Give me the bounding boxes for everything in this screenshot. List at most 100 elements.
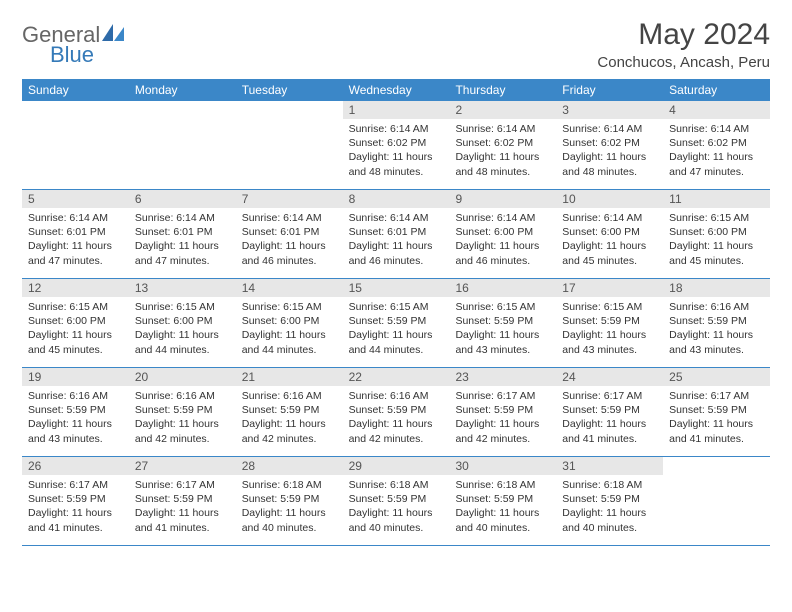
- sunset-text: Sunset: 6:02 PM: [455, 136, 550, 150]
- sunset-text: Sunset: 5:59 PM: [349, 314, 444, 328]
- daylight-text: Daylight: 11 hours and 42 minutes.: [455, 417, 550, 445]
- daylight-text: Daylight: 11 hours and 47 minutes.: [28, 239, 123, 267]
- day-body: Sunrise: 6:15 AMSunset: 5:59 PMDaylight:…: [556, 297, 663, 363]
- sunrise-text: Sunrise: 6:14 AM: [562, 122, 657, 136]
- day-body: Sunrise: 6:15 AMSunset: 6:00 PMDaylight:…: [22, 297, 129, 363]
- daylight-text: Daylight: 11 hours and 41 minutes.: [669, 417, 764, 445]
- day-number: 26: [22, 457, 129, 475]
- sunrise-text: Sunrise: 6:18 AM: [349, 478, 444, 492]
- day-cell: 19Sunrise: 6:16 AMSunset: 5:59 PMDayligh…: [22, 368, 129, 456]
- brand-sail-icon: [102, 22, 124, 48]
- day-number: 28: [236, 457, 343, 475]
- sunset-text: Sunset: 5:59 PM: [242, 403, 337, 417]
- daylight-text: Daylight: 11 hours and 40 minutes.: [562, 506, 657, 534]
- day-cell: [22, 101, 129, 189]
- day-body: Sunrise: 6:17 AMSunset: 5:59 PMDaylight:…: [22, 475, 129, 541]
- sunset-text: Sunset: 6:02 PM: [349, 136, 444, 150]
- location: Conchucos, Ancash, Peru: [597, 54, 770, 71]
- sunrise-text: Sunrise: 6:18 AM: [242, 478, 337, 492]
- weekday-header: Tuesday: [236, 79, 343, 101]
- day-number: 22: [343, 368, 450, 386]
- sunset-text: Sunset: 5:59 PM: [28, 492, 123, 506]
- day-cell: 18Sunrise: 6:16 AMSunset: 5:59 PMDayligh…: [663, 279, 770, 367]
- daylight-text: Daylight: 11 hours and 40 minutes.: [242, 506, 337, 534]
- sunrise-text: Sunrise: 6:14 AM: [669, 122, 764, 136]
- day-body: Sunrise: 6:15 AMSunset: 6:00 PMDaylight:…: [663, 208, 770, 274]
- day-number: 3: [556, 101, 663, 119]
- day-number: 5: [22, 190, 129, 208]
- day-number: 14: [236, 279, 343, 297]
- daylight-text: Daylight: 11 hours and 43 minutes.: [455, 328, 550, 356]
- day-cell: 25Sunrise: 6:17 AMSunset: 5:59 PMDayligh…: [663, 368, 770, 456]
- day-cell: 4Sunrise: 6:14 AMSunset: 6:02 PMDaylight…: [663, 101, 770, 189]
- sunrise-text: Sunrise: 6:15 AM: [135, 300, 230, 314]
- day-body: Sunrise: 6:14 AMSunset: 6:00 PMDaylight:…: [449, 208, 556, 274]
- daylight-text: Daylight: 11 hours and 43 minutes.: [28, 417, 123, 445]
- day-number: 8: [343, 190, 450, 208]
- day-number: 17: [556, 279, 663, 297]
- day-body: Sunrise: 6:17 AMSunset: 5:59 PMDaylight:…: [663, 386, 770, 452]
- day-number: 29: [343, 457, 450, 475]
- week-row: 12Sunrise: 6:15 AMSunset: 6:00 PMDayligh…: [22, 279, 770, 368]
- day-cell: 6Sunrise: 6:14 AMSunset: 6:01 PMDaylight…: [129, 190, 236, 278]
- day-body: Sunrise: 6:14 AMSunset: 6:02 PMDaylight:…: [663, 119, 770, 185]
- day-number: 15: [343, 279, 450, 297]
- weekday-header: Thursday: [449, 79, 556, 101]
- sunset-text: Sunset: 5:59 PM: [135, 492, 230, 506]
- sunrise-text: Sunrise: 6:15 AM: [562, 300, 657, 314]
- day-cell: 13Sunrise: 6:15 AMSunset: 6:00 PMDayligh…: [129, 279, 236, 367]
- daylight-text: Daylight: 11 hours and 42 minutes.: [242, 417, 337, 445]
- daylight-text: Daylight: 11 hours and 41 minutes.: [28, 506, 123, 534]
- day-number: [22, 101, 129, 105]
- sunset-text: Sunset: 5:59 PM: [349, 492, 444, 506]
- day-number: 12: [22, 279, 129, 297]
- day-number: 9: [449, 190, 556, 208]
- day-body: Sunrise: 6:16 AMSunset: 5:59 PMDaylight:…: [343, 386, 450, 452]
- weekday-header: Saturday: [663, 79, 770, 101]
- day-cell: 16Sunrise: 6:15 AMSunset: 5:59 PMDayligh…: [449, 279, 556, 367]
- day-cell: 7Sunrise: 6:14 AMSunset: 6:01 PMDaylight…: [236, 190, 343, 278]
- weekday-header: Monday: [129, 79, 236, 101]
- day-cell: [129, 101, 236, 189]
- day-cell: 12Sunrise: 6:15 AMSunset: 6:00 PMDayligh…: [22, 279, 129, 367]
- day-cell: [236, 101, 343, 189]
- day-number: 10: [556, 190, 663, 208]
- title-block: May 2024 Conchucos, Ancash, Peru: [597, 18, 770, 71]
- daylight-text: Daylight: 11 hours and 42 minutes.: [349, 417, 444, 445]
- day-number: 30: [449, 457, 556, 475]
- day-cell: 1Sunrise: 6:14 AMSunset: 6:02 PMDaylight…: [343, 101, 450, 189]
- daylight-text: Daylight: 11 hours and 45 minutes.: [28, 328, 123, 356]
- day-body: Sunrise: 6:15 AMSunset: 6:00 PMDaylight:…: [129, 297, 236, 363]
- sunrise-text: Sunrise: 6:14 AM: [242, 211, 337, 225]
- day-cell: 28Sunrise: 6:18 AMSunset: 5:59 PMDayligh…: [236, 457, 343, 545]
- sunrise-text: Sunrise: 6:14 AM: [455, 211, 550, 225]
- day-cell: 31Sunrise: 6:18 AMSunset: 5:59 PMDayligh…: [556, 457, 663, 545]
- day-body: Sunrise: 6:14 AMSunset: 6:02 PMDaylight:…: [449, 119, 556, 185]
- weekday-header-row: Sunday Monday Tuesday Wednesday Thursday…: [22, 79, 770, 101]
- day-cell: 22Sunrise: 6:16 AMSunset: 5:59 PMDayligh…: [343, 368, 450, 456]
- day-cell: 17Sunrise: 6:15 AMSunset: 5:59 PMDayligh…: [556, 279, 663, 367]
- sunrise-text: Sunrise: 6:16 AM: [349, 389, 444, 403]
- day-cell: 23Sunrise: 6:17 AMSunset: 5:59 PMDayligh…: [449, 368, 556, 456]
- daylight-text: Daylight: 11 hours and 48 minutes.: [455, 150, 550, 178]
- sunrise-text: Sunrise: 6:17 AM: [562, 389, 657, 403]
- sunset-text: Sunset: 6:00 PM: [135, 314, 230, 328]
- daylight-text: Daylight: 11 hours and 44 minutes.: [135, 328, 230, 356]
- day-cell: 20Sunrise: 6:16 AMSunset: 5:59 PMDayligh…: [129, 368, 236, 456]
- day-cell: 2Sunrise: 6:14 AMSunset: 6:02 PMDaylight…: [449, 101, 556, 189]
- sunrise-text: Sunrise: 6:15 AM: [669, 211, 764, 225]
- day-body: Sunrise: 6:17 AMSunset: 5:59 PMDaylight:…: [129, 475, 236, 541]
- sunset-text: Sunset: 6:01 PM: [28, 225, 123, 239]
- day-cell: 27Sunrise: 6:17 AMSunset: 5:59 PMDayligh…: [129, 457, 236, 545]
- sunset-text: Sunset: 6:00 PM: [28, 314, 123, 328]
- daylight-text: Daylight: 11 hours and 45 minutes.: [669, 239, 764, 267]
- week-row: 1Sunrise: 6:14 AMSunset: 6:02 PMDaylight…: [22, 101, 770, 190]
- day-number: 27: [129, 457, 236, 475]
- brand-line2: Blue: [50, 42, 94, 68]
- sunrise-text: Sunrise: 6:16 AM: [135, 389, 230, 403]
- sunrise-text: Sunrise: 6:14 AM: [455, 122, 550, 136]
- day-number: 21: [236, 368, 343, 386]
- daylight-text: Daylight: 11 hours and 45 minutes.: [562, 239, 657, 267]
- sunrise-text: Sunrise: 6:17 AM: [669, 389, 764, 403]
- day-cell: [663, 457, 770, 545]
